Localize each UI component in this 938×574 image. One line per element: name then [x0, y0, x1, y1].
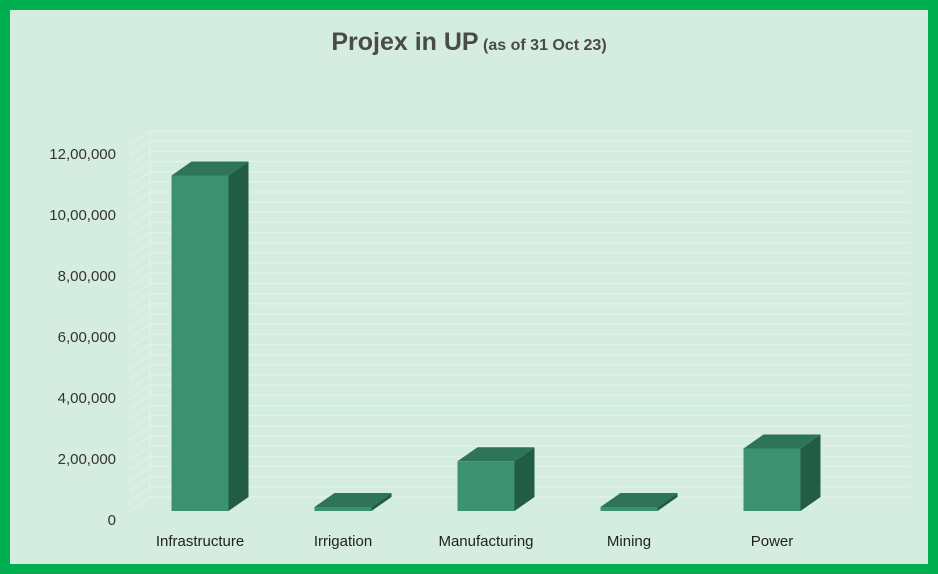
gridline-side — [129, 496, 151, 512]
bar-top — [457, 447, 535, 462]
gridline-side — [129, 161, 151, 176]
y-tick-label: 12,00,000 — [49, 146, 116, 163]
bar-power — [743, 434, 821, 511]
chart-title: Projex in UP — [331, 28, 479, 56]
gridline-side — [129, 455, 151, 471]
x-category-label: Manufacturing — [438, 533, 533, 550]
gridline-side — [129, 211, 151, 227]
y-axis-tick-labels: 0 2,00,000 4,00,000 6,00,000 8,00,000 10,00,0… — [49, 146, 116, 529]
gridline-side — [129, 130, 151, 146]
x-category-label: Irrigation — [314, 533, 372, 550]
gridline-side — [129, 313, 151, 329]
x-category-label: Power — [751, 533, 794, 550]
gridline-side — [129, 476, 151, 492]
gridline-side — [129, 252, 151, 268]
bar-side — [800, 434, 821, 511]
x-category-label: Infrastructure — [156, 533, 244, 550]
gridline-side — [129, 242, 151, 258]
gridline-side — [129, 323, 151, 339]
gridline-side — [129, 354, 151, 370]
gridline-side — [129, 405, 151, 420]
gridline-side — [129, 384, 151, 400]
bar-top — [314, 493, 392, 507]
gridline-side — [129, 191, 151, 207]
bar-front — [743, 448, 801, 511]
gridline-side — [129, 374, 151, 390]
gridline-side — [129, 262, 151, 278]
gridline-side — [129, 303, 151, 319]
bar-front — [314, 507, 372, 511]
x-category-label: Mining — [607, 533, 651, 550]
bars — [171, 161, 821, 511]
gridline-side — [129, 222, 151, 237]
gridline-side — [129, 283, 151, 298]
gridline-side — [129, 150, 151, 166]
gridline-side — [129, 445, 151, 461]
y-tick-label: 2,00,000 — [58, 451, 116, 468]
bar-side — [371, 493, 392, 511]
y-tick-label: 4,00,000 — [58, 390, 116, 407]
gridline-side — [129, 486, 151, 502]
gridline-side — [129, 232, 151, 248]
bar-irrigation — [314, 493, 392, 511]
gridline-side — [129, 181, 151, 197]
gridline-side — [129, 364, 151, 380]
gridline-side — [129, 435, 151, 451]
x-axis-category-labels: Infrastructure Irrigation Manufacturing Min… — [156, 533, 793, 550]
chart-subtitle: (as of 31 Oct 23) — [483, 37, 607, 54]
chart-title-block: Projex in UP (as of 31 Oct 23) — [0, 28, 938, 57]
bar-side — [657, 493, 678, 511]
gridline-side — [129, 425, 151, 441]
gridline-side — [129, 466, 151, 481]
y-tick-label: 0 — [108, 512, 116, 529]
gridline-side — [129, 415, 151, 431]
y-tick-label: 8,00,000 — [58, 268, 116, 285]
gridline-side — [129, 201, 151, 217]
bar-top — [600, 493, 678, 507]
bar-side — [514, 447, 535, 511]
bar-mining — [600, 493, 678, 511]
y-tick-label: 10,00,000 — [49, 207, 116, 224]
bar-front — [457, 461, 515, 511]
gridline-side — [129, 333, 151, 349]
gridline-side — [129, 293, 151, 309]
bar-front — [171, 175, 229, 511]
bar-front — [600, 507, 658, 511]
gridline-side — [129, 272, 151, 288]
gridline-side — [129, 140, 151, 156]
bar-manufacturing — [457, 447, 535, 511]
gridline-side — [129, 344, 151, 359]
bar-infrastructure — [171, 161, 249, 511]
bar-side — [228, 161, 249, 511]
gridline-side — [129, 394, 151, 410]
bar-top — [171, 161, 249, 176]
bar-top — [743, 434, 821, 449]
y-tick-label: 6,00,000 — [58, 329, 116, 346]
gridline-side — [129, 171, 151, 187]
